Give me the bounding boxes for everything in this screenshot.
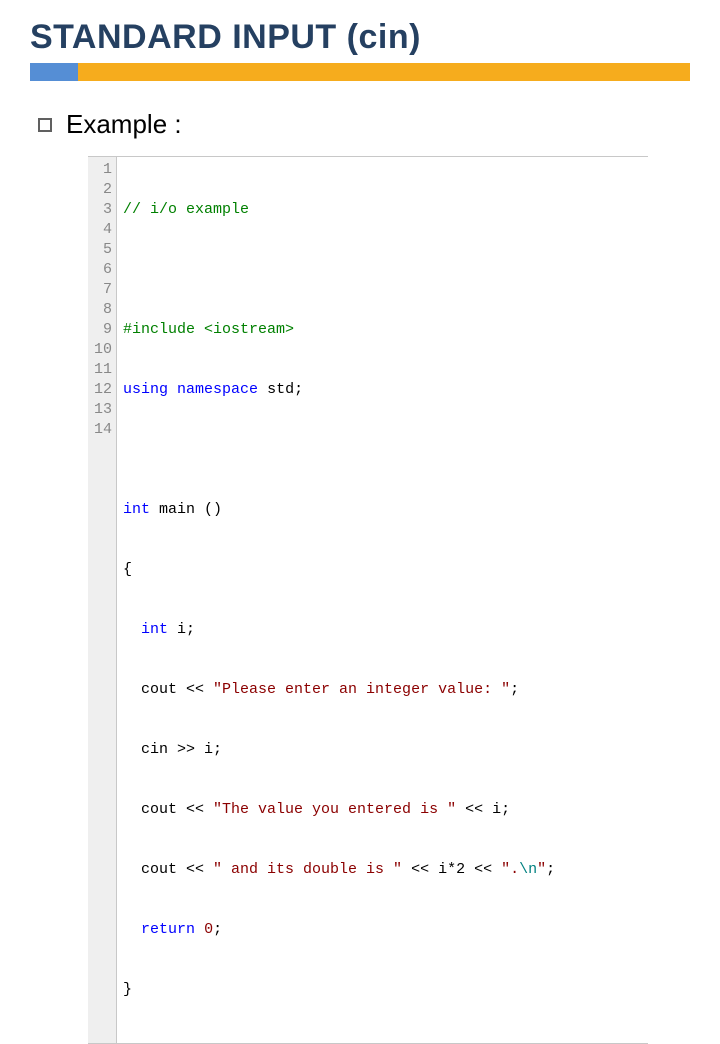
- token-punct: ;: [213, 921, 222, 938]
- code-line: [123, 440, 555, 460]
- token-ident: cin >> i;: [123, 741, 222, 758]
- code-line: // i/o example: [123, 200, 555, 220]
- code-line: cout << " and its double is " << i*2 << …: [123, 860, 555, 880]
- token-space: [195, 921, 204, 938]
- bullet-icon: [38, 118, 52, 132]
- title-area: STANDARD INPUT (cin): [0, 0, 720, 91]
- token-preprocessor: #include <iostream>: [123, 321, 294, 338]
- token-ident: main (): [150, 501, 222, 518]
- code-line: cin >> i;: [123, 740, 555, 760]
- code-gutter: 1 2 3 4 5 6 7 8 9 10 11 12 13 14: [88, 157, 117, 1043]
- token-punct: ;: [510, 681, 519, 698]
- line-number: 3: [94, 200, 112, 220]
- token-punct: {: [123, 561, 132, 578]
- code-line: {: [123, 560, 555, 580]
- token-indent: [123, 621, 141, 638]
- token-ident: cout <<: [123, 861, 213, 878]
- token-string: "Please enter an integer value: ": [213, 681, 510, 698]
- token-keyword: return: [141, 921, 195, 938]
- code-line: using namespace std;: [123, 380, 555, 400]
- token-comment: // i/o example: [123, 201, 249, 218]
- line-number: 5: [94, 240, 112, 260]
- token-string: "The value you entered is ": [213, 801, 456, 818]
- line-number: 4: [94, 220, 112, 240]
- token-ident: i;: [168, 621, 195, 638]
- token-ident: << i*2 <<: [402, 861, 501, 878]
- code-line: int main (): [123, 500, 555, 520]
- code-line: return 0;: [123, 920, 555, 940]
- line-number: 12: [94, 380, 112, 400]
- line-number: 13: [94, 400, 112, 420]
- code-block: 1 2 3 4 5 6 7 8 9 10 11 12 13 14 // i/o …: [88, 156, 648, 1044]
- line-number: 10: [94, 340, 112, 360]
- token-punct: }: [123, 981, 132, 998]
- line-number: 8: [94, 300, 112, 320]
- token-string: ".: [501, 861, 519, 878]
- code-line: #include <iostream>: [123, 320, 555, 340]
- code-body: // i/o example #include <iostream> using…: [117, 157, 563, 1043]
- code-line: cout << "The value you entered is " << i…: [123, 800, 555, 820]
- token-ident: cout <<: [123, 681, 213, 698]
- code-line: }: [123, 980, 555, 1000]
- underline-accent-left: [30, 63, 78, 81]
- line-number: 2: [94, 180, 112, 200]
- line-number: 7: [94, 280, 112, 300]
- code-line: cout << "Please enter an integer value: …: [123, 680, 555, 700]
- code-line: [123, 260, 555, 280]
- line-number: 9: [94, 320, 112, 340]
- bullet-row: Example :: [0, 91, 720, 152]
- code-line: int i;: [123, 620, 555, 640]
- line-number: 14: [94, 420, 112, 440]
- token-keyword: namespace: [177, 381, 258, 398]
- title-underline: [30, 63, 690, 81]
- token-type: int: [141, 621, 168, 638]
- token-string: ": [537, 861, 546, 878]
- token-punct: ;: [546, 861, 555, 878]
- line-number: 11: [94, 360, 112, 380]
- slide-title: STANDARD INPUT (cin): [30, 18, 690, 57]
- token-ident: << i;: [456, 801, 510, 818]
- token-string: " and its double is ": [213, 861, 402, 878]
- line-number: 6: [94, 260, 112, 280]
- token-type: int: [123, 501, 150, 518]
- token-ident: std;: [258, 381, 303, 398]
- bullet-text: Example :: [66, 109, 182, 140]
- token-number: 0: [204, 921, 213, 938]
- line-number: 1: [94, 160, 112, 180]
- token-keyword: using: [123, 381, 168, 398]
- token-ident: cout <<: [123, 801, 213, 818]
- token-indent: [123, 921, 141, 938]
- token-escape: \n: [519, 861, 537, 878]
- underline-accent-right: [78, 63, 690, 81]
